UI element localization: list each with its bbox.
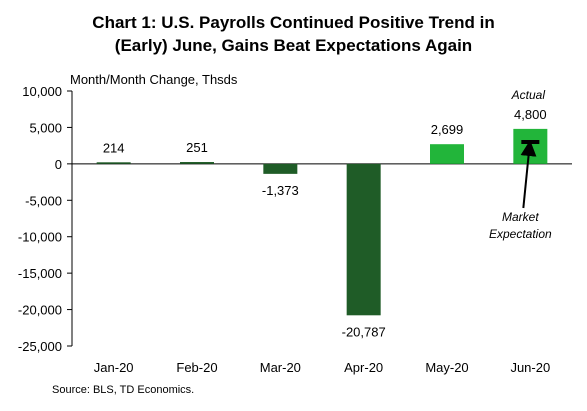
data-labels: 214 251 -1,373 -20,787 2,699 4,800 (103, 107, 547, 339)
axes: 10,000 5,000 0 -5,000 -10,000 -15,000 -20,000 -… (18, 84, 572, 375)
x-tick-label: Feb-20 (176, 360, 217, 375)
data-label-jan-20: 214 (103, 140, 125, 155)
annotations: Actual Market Expectation (489, 88, 552, 241)
bars (96, 128, 548, 316)
x-tick-label: Apr-20 (344, 360, 383, 375)
bar-feb-20 (180, 162, 214, 164)
y-tick-label: -20,000 (18, 303, 62, 318)
market-expectation-marker (521, 140, 540, 144)
bar-jan-20 (96, 162, 131, 164)
y-tick-label: 10,000 (22, 84, 62, 99)
chart-title: Chart 1: U.S. Payrolls Continued Positiv… (0, 11, 587, 57)
data-label-may-20: 2,699 (431, 122, 464, 137)
y-tick-label: -15,000 (18, 266, 62, 281)
y-tick-label: 5,000 (29, 120, 62, 135)
market-expectation-annotation-line-1: Market (502, 210, 539, 224)
y-tick-label: -10,000 (18, 230, 62, 245)
data-label-apr-20: -20,787 (342, 324, 386, 339)
y-tick-label: 0 (55, 157, 62, 172)
source-note: Source: BLS, TD Economics. (52, 384, 194, 396)
x-tick-label: Mar-20 (260, 360, 301, 375)
x-tick-label: Jan-20 (94, 360, 134, 375)
bar-jun-20 (513, 128, 548, 164)
actual-annotation: Actual (511, 88, 546, 102)
x-tick-label: Jun-20 (510, 360, 550, 375)
x-tick-label: May-20 (425, 360, 468, 375)
y-tick-label: -25,000 (18, 339, 62, 354)
bar-may-20 (430, 144, 464, 164)
expectation-arrow (520, 140, 537, 209)
y-tick-label: -5,000 (25, 193, 62, 208)
chart-title-line-1: Chart 1: U.S. Payrolls Continued Positiv… (92, 13, 495, 32)
bar-mar-20 (263, 163, 298, 174)
data-label-jun-20: 4,800 (514, 107, 547, 122)
chart-title-line-2: (Early) June, Gains Beat Expectations Ag… (114, 36, 473, 55)
market-expectation-annotation-line-2: Expectation (489, 227, 552, 241)
data-label-mar-20: -1,373 (262, 183, 299, 198)
data-label-feb-20: 251 (186, 140, 208, 155)
bar-apr-20 (346, 163, 381, 316)
y-axis-label: Month/Month Change, Thsds (70, 72, 238, 87)
